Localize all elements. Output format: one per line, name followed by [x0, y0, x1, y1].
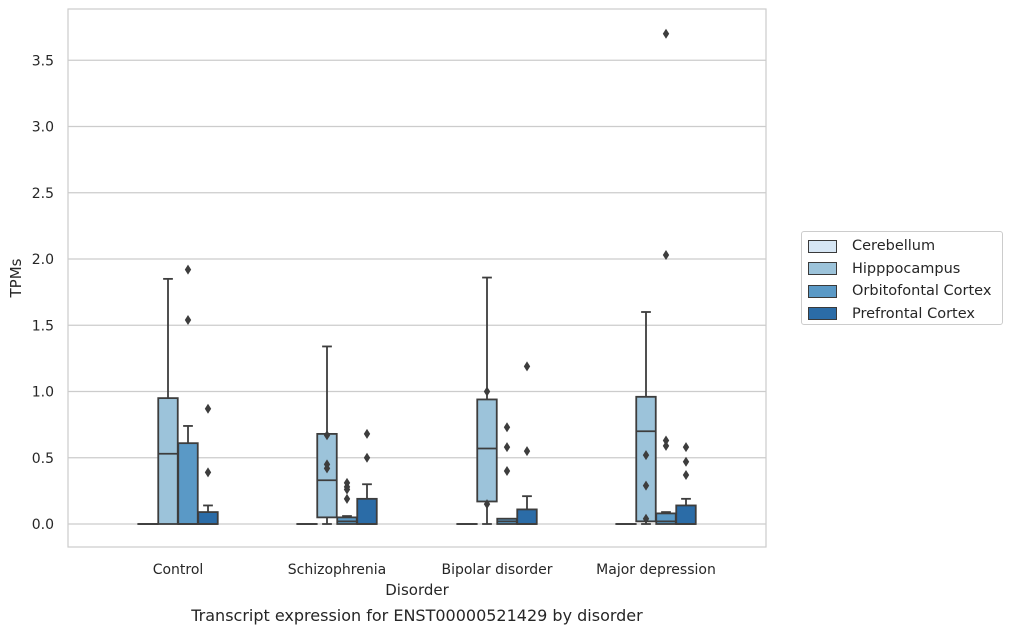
outlier-point — [323, 430, 331, 441]
y-axis-label: TPMs — [7, 258, 25, 298]
y-tick-label: 1.5 — [32, 318, 54, 334]
legend-item: Orbitofontal Cortex — [808, 281, 991, 301]
legend-label: Orbitofontal Cortex — [852, 283, 992, 299]
outlier-point — [682, 456, 690, 467]
legend-label: Cerebellum — [852, 238, 936, 254]
outlier-point — [682, 442, 690, 453]
outlier-point — [343, 484, 351, 495]
y-tick-label: 3.5 — [32, 53, 54, 69]
outlier-point — [682, 469, 690, 480]
box-prefrontal-cortex-3 — [675, 442, 697, 525]
box-prefrontal-cortex-2 — [516, 361, 538, 525]
box-hipppocampus-2 — [476, 276, 498, 525]
box — [197, 511, 219, 525]
outlier-point — [642, 480, 650, 491]
outlier-point — [503, 466, 511, 476]
outlier-point — [323, 463, 331, 474]
box-prefrontal-cortex-0 — [197, 403, 219, 525]
legend-label: Hipppocampus — [852, 260, 961, 277]
legend-swatch — [808, 239, 837, 253]
box-hipppocampus-3 — [635, 311, 657, 525]
outlier-point — [184, 314, 192, 325]
y-tick-labels: 0.0 0.5 1.0 1.5 2.0 2.5 3.0 3.5 — [32, 53, 54, 533]
legend-swatch — [808, 307, 837, 320]
box-hipppocampus-0 — [157, 277, 179, 525]
legend-item: Cerebellum — [808, 236, 935, 256]
box-orbitofontal-cortex-3 — [655, 28, 677, 525]
box — [675, 504, 697, 525]
box-hipppocampus-1 — [316, 345, 338, 525]
box-prefrontal-cortex-1 — [356, 428, 378, 525]
box — [177, 442, 199, 525]
legend-item: Hipppocampus — [808, 259, 960, 279]
chart-caption: Transcript expression for ENST0000052142… — [191, 606, 643, 625]
outlier-point — [483, 499, 491, 510]
x-tick-labels: Control Schizophrenia Bipolar disorder Majo… — [153, 562, 716, 578]
outlier-point — [662, 28, 670, 39]
boxes — [137, 28, 697, 525]
box-orbitofontal-cortex-2 — [496, 422, 518, 525]
y-tick-label: 2.5 — [32, 186, 54, 202]
outlier-point — [204, 467, 212, 478]
y-tick-label: 3.0 — [32, 120, 54, 136]
outlier-point — [503, 442, 511, 453]
y-tick-label: 2.0 — [32, 252, 54, 268]
legend: Cerebellum Hipppocampus Orbitofontal Corte… — [801, 231, 1003, 325]
outlier-point — [662, 440, 670, 451]
y-tick-label: 0.5 — [32, 451, 54, 467]
box — [316, 432, 338, 519]
x-tick-label: Bipolar disorder — [441, 562, 552, 578]
plot-frame — [67, 8, 767, 548]
x-tick-label: Schizophrenia — [288, 562, 386, 578]
outlier-point — [523, 361, 531, 372]
outlier-point — [662, 435, 670, 446]
outlier-point — [204, 403, 212, 414]
legend-label: Prefrontal Cortex — [852, 305, 975, 322]
outlier-point — [642, 513, 650, 524]
x-axis-label: Disorder — [385, 581, 449, 599]
legend-swatch — [808, 262, 837, 275]
box-orbitofontal-cortex-1 — [336, 477, 358, 525]
box — [356, 497, 378, 525]
outlier-point — [483, 386, 491, 397]
y-tick-label: 1.0 — [32, 385, 54, 401]
box-orbitofontal-cortex-0 — [177, 264, 199, 525]
box — [516, 508, 538, 525]
outlier-point — [642, 450, 650, 461]
outlier-point — [662, 250, 670, 261]
x-tick-label: Control — [153, 562, 204, 578]
outlier-point — [184, 264, 192, 275]
outlier-point — [503, 422, 511, 433]
legend-swatch — [808, 284, 837, 298]
y-tick-label: 0.0 — [32, 517, 54, 533]
outlier-point — [523, 446, 531, 457]
outlier-point — [343, 493, 351, 504]
box — [655, 512, 677, 525]
box — [157, 397, 179, 525]
outlier-point — [363, 428, 371, 439]
box — [476, 398, 498, 503]
x-tick-label: Major depression — [596, 562, 716, 578]
outlier-point — [363, 452, 371, 463]
legend-item: Prefrontal Cortex — [808, 304, 975, 324]
